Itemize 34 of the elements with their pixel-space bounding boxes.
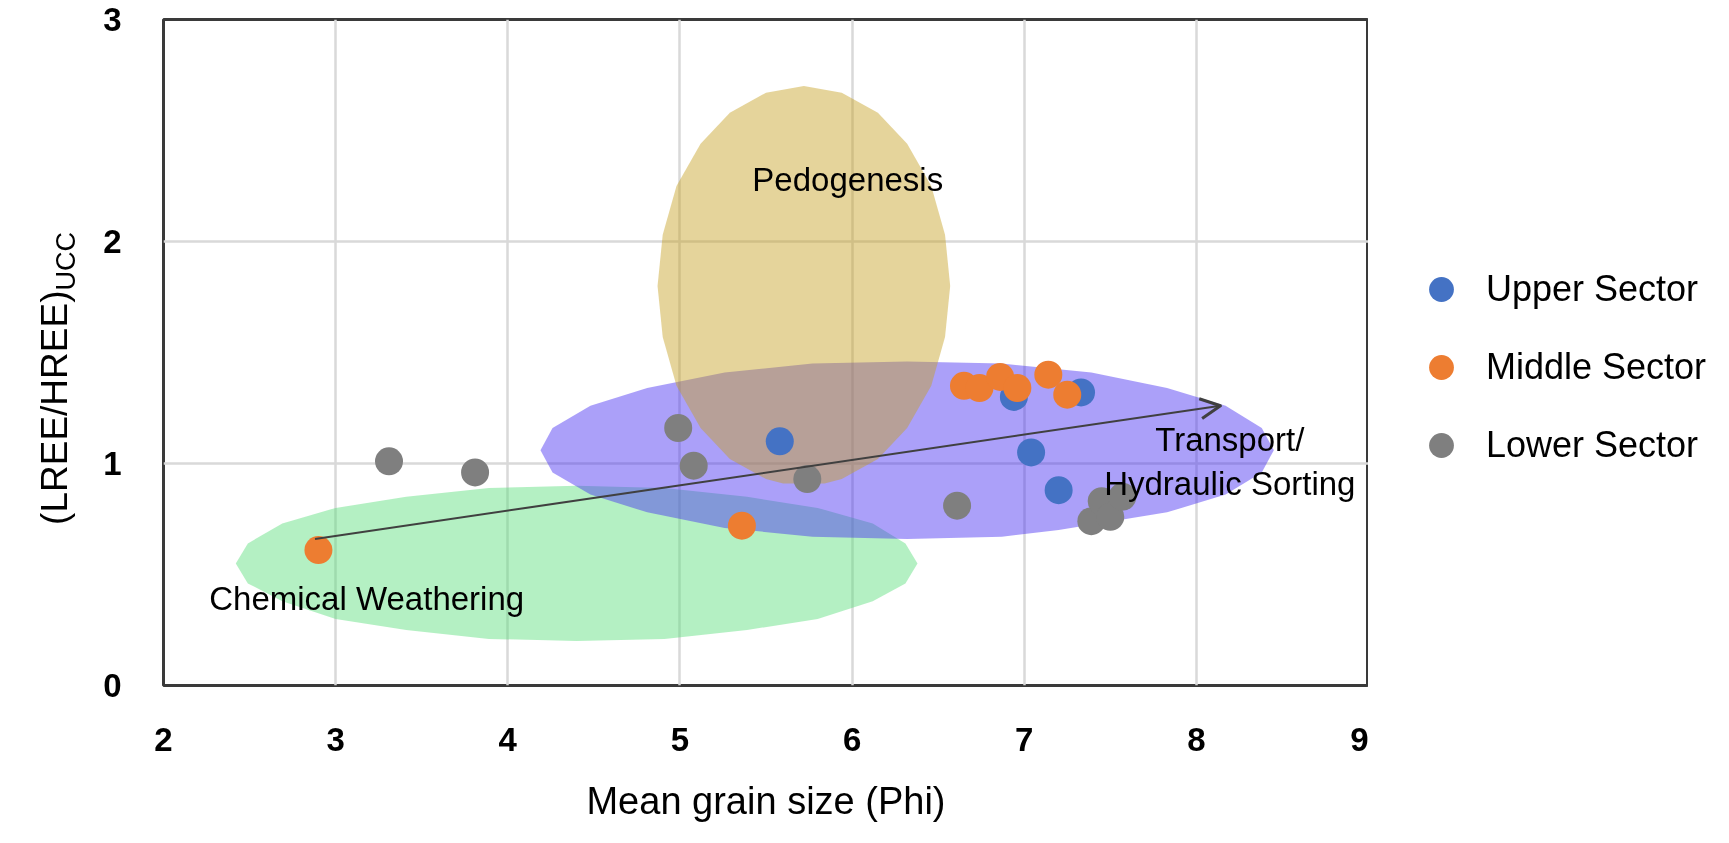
legend-label: Upper Sector bbox=[1486, 268, 1699, 310]
x-tick-label: 4 bbox=[498, 720, 518, 758]
series-label: Pedogenesis bbox=[752, 160, 944, 198]
y-tick-label: 1 bbox=[103, 445, 122, 482]
point bbox=[1003, 374, 1032, 402]
y-tick-label: 2 bbox=[103, 223, 122, 260]
point bbox=[304, 536, 333, 565]
legend-label: Middle Sector bbox=[1486, 346, 1707, 388]
point bbox=[765, 427, 794, 456]
x-tick-label: 7 bbox=[1015, 720, 1034, 758]
y-tick-label: 3 bbox=[103, 1, 122, 38]
point bbox=[1017, 438, 1046, 467]
point bbox=[664, 414, 693, 442]
point bbox=[1053, 380, 1082, 409]
point bbox=[793, 465, 822, 494]
x-tick-label: 5 bbox=[670, 720, 690, 758]
point bbox=[679, 451, 708, 480]
point bbox=[1044, 476, 1073, 505]
legend-label: Lower Sector bbox=[1486, 424, 1699, 466]
x-axis-title: Mean grain size (Phi) bbox=[586, 779, 946, 822]
series-label: Transport/ Hydraulic Sorting bbox=[1104, 420, 1356, 502]
x-tick-label: 2 bbox=[154, 720, 173, 758]
y-axis-title: (LREE/HREE)UCC bbox=[34, 232, 81, 525]
x-tick-label: 6 bbox=[842, 720, 862, 758]
x-tick-label: 9 bbox=[1350, 720, 1369, 758]
point bbox=[375, 447, 404, 476]
point bbox=[1034, 360, 1063, 389]
x-tick-label: 8 bbox=[1187, 720, 1206, 758]
x-tick-label: 3 bbox=[326, 720, 345, 758]
series-label: Chemical Weathering bbox=[209, 580, 525, 618]
point bbox=[461, 458, 490, 487]
point bbox=[727, 511, 756, 540]
point bbox=[943, 491, 972, 520]
y-tick-label: 0 bbox=[103, 667, 122, 704]
